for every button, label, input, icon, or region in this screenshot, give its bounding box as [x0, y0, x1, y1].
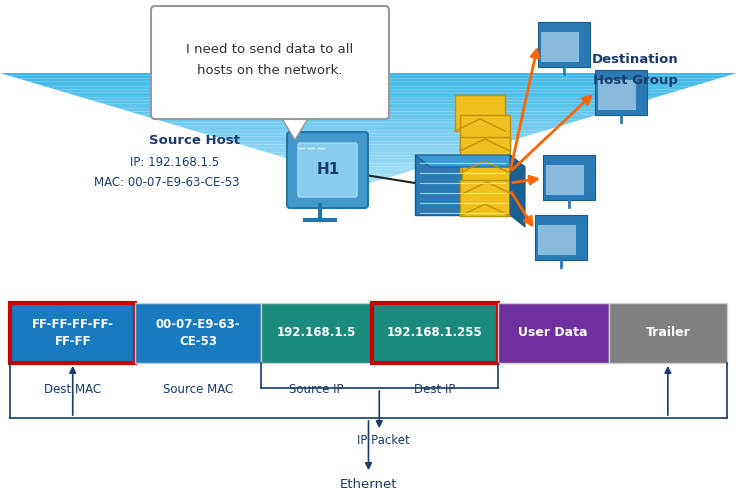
- Polygon shape: [102, 103, 636, 106]
- Polygon shape: [167, 122, 572, 125]
- Polygon shape: [240, 144, 498, 147]
- Polygon shape: [139, 114, 599, 117]
- Polygon shape: [18, 78, 719, 81]
- Text: IP Packet: IP Packet: [357, 434, 410, 447]
- Polygon shape: [10, 76, 728, 78]
- Text: Dest MAC: Dest MAC: [44, 383, 101, 396]
- Polygon shape: [37, 84, 700, 87]
- Polygon shape: [74, 95, 663, 98]
- Polygon shape: [157, 120, 581, 122]
- Polygon shape: [352, 177, 388, 180]
- Polygon shape: [55, 90, 682, 92]
- Polygon shape: [83, 98, 654, 101]
- FancyBboxPatch shape: [415, 155, 510, 215]
- Polygon shape: [195, 131, 545, 134]
- Text: 192.168.1.5: 192.168.1.5: [277, 326, 356, 340]
- FancyBboxPatch shape: [287, 132, 368, 208]
- Polygon shape: [315, 167, 425, 169]
- Polygon shape: [333, 172, 407, 175]
- FancyBboxPatch shape: [298, 143, 357, 197]
- Polygon shape: [278, 155, 462, 158]
- FancyBboxPatch shape: [538, 225, 576, 255]
- FancyBboxPatch shape: [538, 22, 590, 67]
- FancyBboxPatch shape: [535, 215, 587, 260]
- Polygon shape: [324, 169, 416, 172]
- Text: FF-FF-FF-FF-
FF-FF: FF-FF-FF-FF- FF-FF: [32, 318, 113, 348]
- Polygon shape: [28, 81, 710, 84]
- FancyBboxPatch shape: [497, 303, 609, 363]
- FancyBboxPatch shape: [598, 80, 636, 110]
- Polygon shape: [305, 164, 434, 167]
- Polygon shape: [342, 175, 397, 177]
- Text: 00-07-E9-63-
CE-53: 00-07-E9-63- CE-53: [156, 318, 240, 348]
- Text: H1: H1: [316, 163, 340, 177]
- Polygon shape: [148, 117, 590, 120]
- Text: Source IP: Source IP: [289, 383, 343, 396]
- Polygon shape: [93, 101, 646, 103]
- FancyBboxPatch shape: [543, 155, 595, 200]
- Polygon shape: [46, 87, 691, 90]
- Text: User Data: User Data: [518, 326, 588, 340]
- Text: Ethernet: Ethernet: [340, 478, 397, 491]
- Polygon shape: [213, 136, 526, 139]
- FancyBboxPatch shape: [595, 70, 647, 115]
- Text: Source Host: Source Host: [150, 134, 240, 146]
- Polygon shape: [510, 155, 525, 227]
- Polygon shape: [185, 128, 553, 131]
- Polygon shape: [0, 73, 737, 76]
- FancyBboxPatch shape: [460, 180, 510, 216]
- FancyBboxPatch shape: [455, 95, 505, 131]
- FancyBboxPatch shape: [10, 303, 136, 363]
- Polygon shape: [130, 111, 609, 114]
- Polygon shape: [65, 92, 673, 95]
- Polygon shape: [259, 150, 480, 153]
- Polygon shape: [296, 161, 444, 164]
- FancyBboxPatch shape: [261, 303, 372, 363]
- Text: I need to send data to all
hosts on the network.: I need to send data to all hosts on the …: [186, 43, 354, 77]
- Polygon shape: [360, 180, 379, 183]
- Text: 192.168.1.255: 192.168.1.255: [387, 326, 483, 340]
- Polygon shape: [175, 125, 562, 128]
- Polygon shape: [111, 106, 627, 109]
- Polygon shape: [222, 139, 517, 142]
- Polygon shape: [415, 155, 525, 167]
- FancyBboxPatch shape: [136, 303, 261, 363]
- Polygon shape: [231, 142, 508, 144]
- Text: Trailer: Trailer: [646, 326, 691, 340]
- Polygon shape: [203, 134, 535, 136]
- Text: Source MAC: Source MAC: [163, 383, 234, 396]
- Polygon shape: [250, 147, 489, 150]
- FancyBboxPatch shape: [372, 303, 497, 363]
- Polygon shape: [120, 109, 618, 111]
- FancyBboxPatch shape: [460, 115, 510, 151]
- FancyBboxPatch shape: [546, 165, 584, 195]
- Polygon shape: [280, 115, 310, 140]
- Text: Dest IP: Dest IP: [414, 383, 455, 396]
- FancyBboxPatch shape: [462, 158, 512, 194]
- Text: IP: 192.168.1.5: IP: 192.168.1.5: [130, 156, 220, 170]
- FancyBboxPatch shape: [541, 32, 579, 62]
- Polygon shape: [287, 158, 453, 161]
- FancyBboxPatch shape: [460, 137, 510, 173]
- Text: MAC: 00-07-E9-63-CE-53: MAC: 00-07-E9-63-CE-53: [94, 176, 240, 189]
- FancyBboxPatch shape: [151, 6, 389, 119]
- Text: Destination
Host Group: Destination Host Group: [592, 53, 678, 87]
- Polygon shape: [268, 153, 471, 155]
- FancyBboxPatch shape: [609, 303, 727, 363]
